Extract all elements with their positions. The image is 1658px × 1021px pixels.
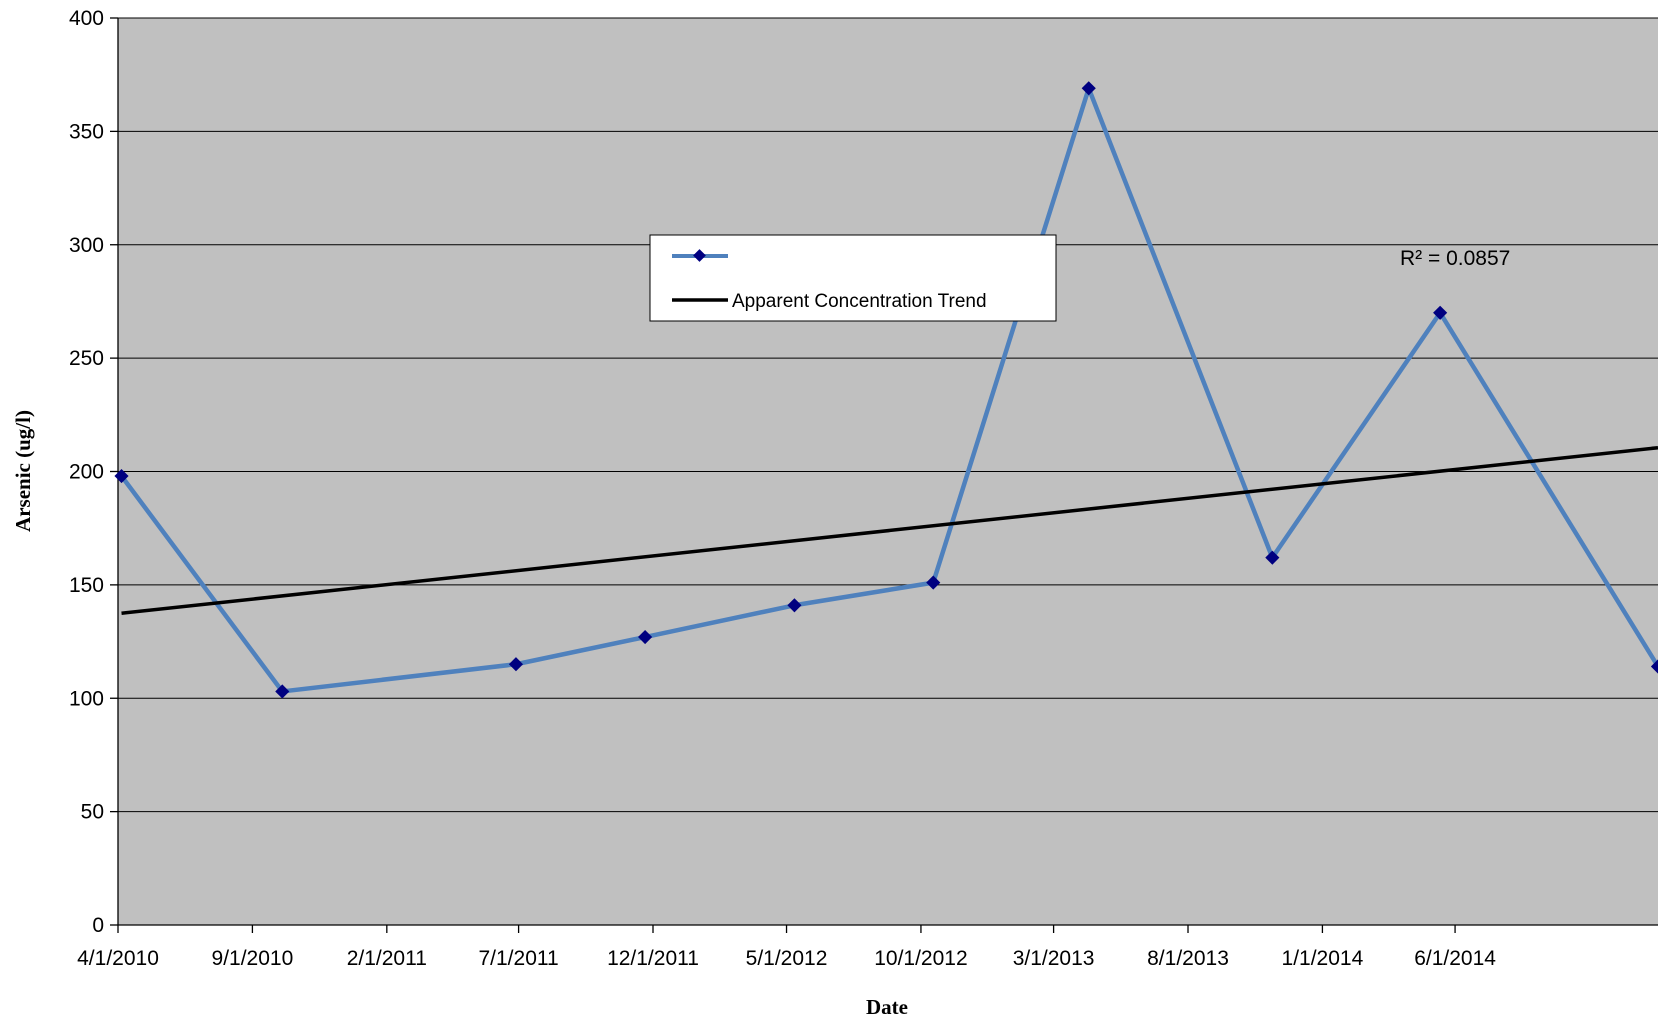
data-point xyxy=(1081,81,1096,96)
legend-label-trend: Apparent Concentration Trend xyxy=(732,291,987,312)
x-tick-label: 9/1/2010 xyxy=(212,947,294,970)
y-tick-label: 100 xyxy=(69,687,104,710)
x-tick-label: 10/1/2012 xyxy=(874,947,967,970)
x-tick-label: 7/1/2011 xyxy=(478,947,558,970)
x-tick-label: 2/1/2011 xyxy=(347,947,427,970)
y-tick-label: 0 xyxy=(92,914,104,937)
legend-box xyxy=(649,234,1057,322)
x-tick-label: 8/1/2013 xyxy=(1147,947,1229,970)
y-tick-label: 200 xyxy=(69,461,104,484)
data-point xyxy=(638,629,653,645)
r-squared-annotation: R² = 0.0857 xyxy=(1400,247,1510,270)
trend-line xyxy=(121,445,1658,615)
y-axis-title: Arsenic (ug/l) xyxy=(11,410,35,532)
y-tick-label: 300 xyxy=(69,234,104,257)
x-tick-label: 12/1/2011 xyxy=(607,947,699,970)
y-tick-label: 50 xyxy=(81,801,104,824)
trend-layer xyxy=(121,445,1658,615)
x-tick-label: 1/1/2014 xyxy=(1282,947,1364,970)
x-tick-label: 6/1/2014 xyxy=(1414,947,1496,970)
data-point xyxy=(787,598,802,613)
data-point xyxy=(926,575,941,590)
data-point xyxy=(1650,659,1658,674)
data-point xyxy=(114,468,129,484)
legend: Apparent Concentration Trend xyxy=(649,234,1057,322)
y-tick-label: 150 xyxy=(69,574,104,597)
series-line xyxy=(119,86,1658,694)
x-axis-title: Date xyxy=(866,995,908,1019)
y-tick-label: 350 xyxy=(69,120,104,143)
y-tick-label: 250 xyxy=(69,347,104,370)
y-ticks: 0 50 100 150 200 250 300 350 400 xyxy=(69,7,118,937)
data-point xyxy=(1265,550,1280,565)
data-point xyxy=(275,684,290,699)
x-tick-label: 4/1/2010 xyxy=(77,947,159,970)
x-tick-label: 3/1/2013 xyxy=(1013,947,1095,970)
x-ticks: 4/1/2010 9/1/2010 2/1/2011 7/1/2011 12/1/201… xyxy=(77,925,1496,970)
data-point xyxy=(1433,305,1448,320)
y-tick-label: 400 xyxy=(69,7,104,30)
x-tick-label: 5/1/2012 xyxy=(746,947,828,970)
